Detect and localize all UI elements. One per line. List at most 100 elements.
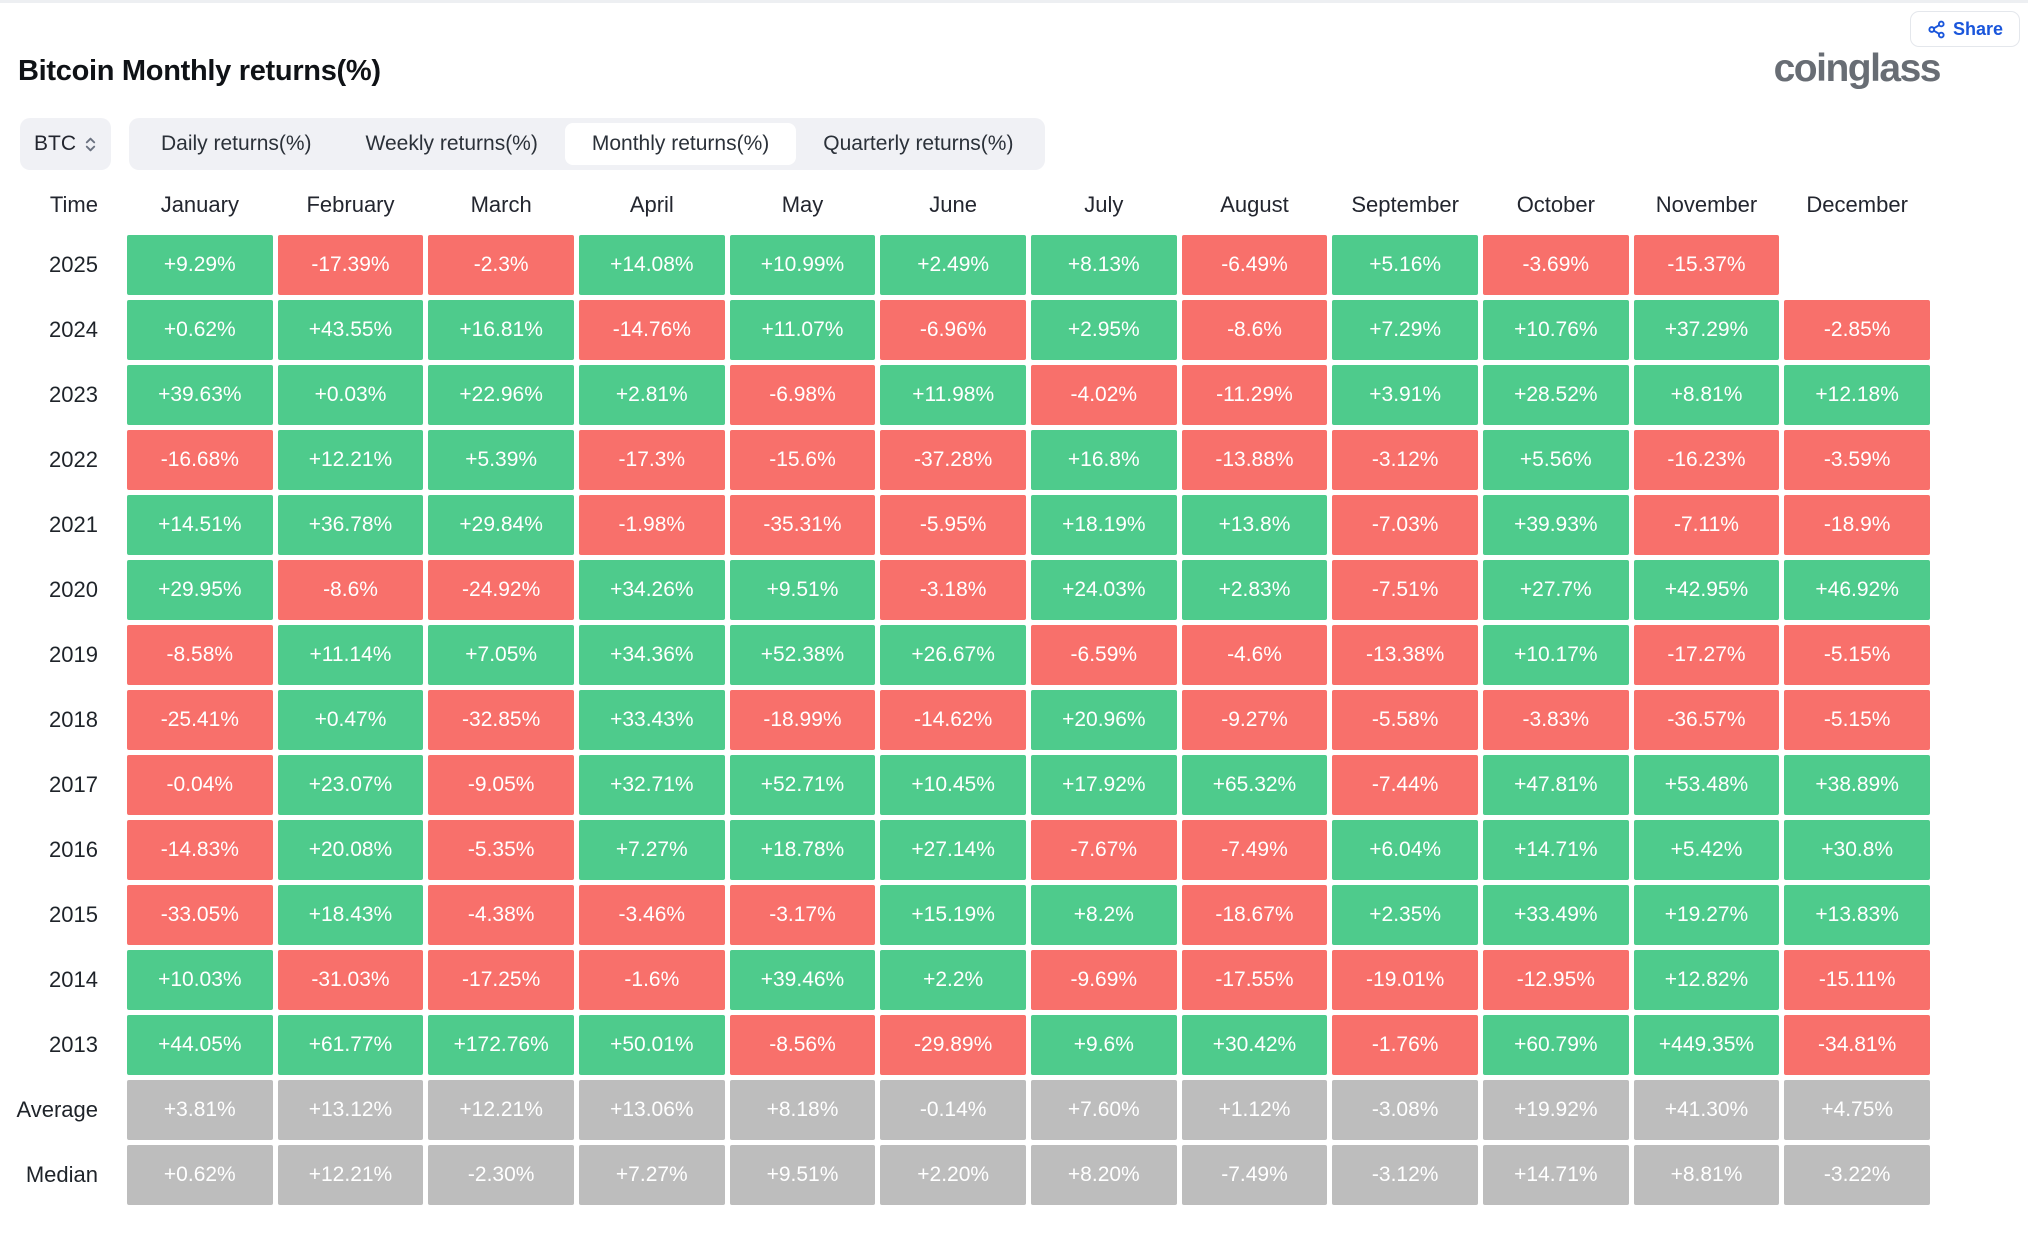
return-cell: +13.12%: [277, 1080, 424, 1140]
col-header-month: August: [1220, 192, 1289, 217]
return-cell: -19.01%: [1332, 950, 1478, 1010]
return-cell: +38.89%: [1784, 755, 1930, 815]
return-cell: +65.32%: [1181, 755, 1328, 815]
return-cell: -13.38%: [1332, 625, 1478, 685]
return-cell: -5.35%: [428, 820, 574, 880]
returns-table: Time January February March April May June July…: [0, 180, 1930, 1205]
return-cell: +13.8%: [1181, 495, 1328, 555]
return-cell: -3.59%: [1784, 430, 1930, 490]
symbol-select[interactable]: BTC: [20, 118, 111, 170]
return-cell: +9.6%: [1031, 1015, 1177, 1075]
return-cell: -37.28%: [880, 430, 1026, 490]
row-label: 2021: [49, 512, 98, 537]
row-label: 2025: [49, 252, 98, 277]
return-cell: -0.14%: [880, 1080, 1026, 1140]
share-button[interactable]: Share: [1909, 11, 2020, 47]
return-cell: +7.27%: [579, 1145, 725, 1205]
return-cell: +24.03%: [1031, 560, 1177, 620]
return-cell: -14.76%: [579, 300, 725, 360]
return-cell: +9.29%: [127, 235, 273, 295]
return-cell: -17.39%: [277, 235, 424, 295]
row-label: 2014: [49, 967, 98, 992]
col-header-month: April: [629, 192, 674, 217]
return-cell: -4.02%: [1031, 365, 1177, 425]
return-cell: +8.81%: [1633, 365, 1780, 425]
return-cell: +52.71%: [729, 755, 876, 815]
return-cell: -3.22%: [1784, 1145, 1930, 1205]
return-cell: +41.30%: [1633, 1080, 1780, 1140]
return-cell: +29.84%: [428, 495, 574, 555]
return-cell: +14.51%: [127, 495, 273, 555]
return-cell: +39.63%: [127, 365, 273, 425]
return-cell: +30.8%: [1784, 820, 1930, 880]
chevron-up-down-icon: [85, 137, 96, 151]
return-cell: +1.12%: [1181, 1080, 1328, 1140]
return-cell: -17.55%: [1181, 950, 1328, 1010]
col-header-month: July: [1084, 192, 1124, 217]
tab-bar: Daily returns(%) Weekly returns(%) Month…: [129, 118, 1046, 170]
return-cell: +172.76%: [428, 1015, 574, 1075]
return-cell: -6.96%: [880, 300, 1026, 360]
return-cell: +7.27%: [579, 820, 725, 880]
col-header-month: October: [1516, 192, 1595, 217]
return-cell: -29.89%: [880, 1015, 1026, 1075]
col-header-month: February: [306, 192, 395, 217]
page-title: Bitcoin Monthly returns(%): [18, 55, 381, 87]
return-cell: +33.49%: [1483, 885, 1629, 945]
return-cell: +9.51%: [729, 1145, 876, 1205]
return-cell: -6.59%: [1031, 625, 1177, 685]
return-cell: -6.98%: [729, 365, 876, 425]
return-cell: -15.11%: [1784, 950, 1930, 1010]
return-cell: -35.31%: [729, 495, 876, 555]
return-cell: -4.38%: [428, 885, 574, 945]
return-cell: +10.76%: [1483, 300, 1629, 360]
tab-quarterly-returns[interactable]: Quarterly returns(%): [823, 132, 1014, 155]
row-label: 2023: [49, 382, 98, 407]
return-cell: -32.85%: [428, 690, 574, 750]
return-cell: -9.69%: [1031, 950, 1177, 1010]
return-cell: +6.04%: [1332, 820, 1478, 880]
tab-daily-returns[interactable]: Daily returns(%): [161, 132, 312, 155]
return-cell: +11.07%: [729, 300, 876, 360]
return-cell: +2.35%: [1332, 885, 1478, 945]
return-cell: -3.12%: [1332, 430, 1478, 490]
return-cell: -5.15%: [1784, 690, 1930, 750]
return-cell: -17.27%: [1633, 625, 1780, 685]
return-cell: +0.62%: [127, 1145, 273, 1205]
col-header-month: March: [470, 192, 532, 217]
return-cell: +18.43%: [277, 885, 424, 945]
col-header-month: November: [1655, 192, 1758, 217]
return-cell: +43.55%: [277, 300, 424, 360]
return-cell: +0.62%: [127, 300, 273, 360]
return-cell: -5.15%: [1784, 625, 1930, 685]
return-cell: -18.99%: [729, 690, 876, 750]
tab-weekly-returns[interactable]: Weekly returns(%): [365, 132, 538, 155]
return-cell: +10.17%: [1483, 625, 1629, 685]
return-cell: +12.21%: [277, 1145, 424, 1205]
return-cell: -2.85%: [1784, 300, 1930, 360]
tab-monthly-returns[interactable]: Monthly returns(%): [564, 123, 797, 165]
return-cell: +0.47%: [277, 690, 424, 750]
return-cell: +46.92%: [1784, 560, 1930, 620]
controls-row: BTC Daily returns(%) Weekly returns(%) M…: [20, 118, 2028, 170]
return-cell: -17.3%: [579, 430, 725, 490]
row-label: 2013: [49, 1032, 98, 1057]
row-label: 2024: [49, 317, 98, 342]
return-cell: -3.08%: [1332, 1080, 1478, 1140]
return-cell: -1.76%: [1332, 1015, 1478, 1075]
return-cell: +4.75%: [1784, 1080, 1930, 1140]
return-cell: -12.95%: [1483, 950, 1629, 1010]
return-cell: -7.44%: [1332, 755, 1478, 815]
return-cell: +13.06%: [579, 1080, 725, 1140]
return-cell: +60.79%: [1483, 1015, 1629, 1075]
return-cell: +30.42%: [1181, 1015, 1328, 1075]
return-cell: +2.49%: [880, 235, 1026, 295]
return-cell: -34.81%: [1784, 1015, 1930, 1075]
return-cell: -3.69%: [1483, 235, 1629, 295]
return-cell: -16.68%: [127, 430, 273, 490]
return-cell: +34.36%: [579, 625, 725, 685]
return-cell: -1.6%: [579, 950, 725, 1010]
return-cell: +2.81%: [579, 365, 725, 425]
return-cell: +47.81%: [1483, 755, 1629, 815]
return-cell: +16.8%: [1031, 430, 1177, 490]
